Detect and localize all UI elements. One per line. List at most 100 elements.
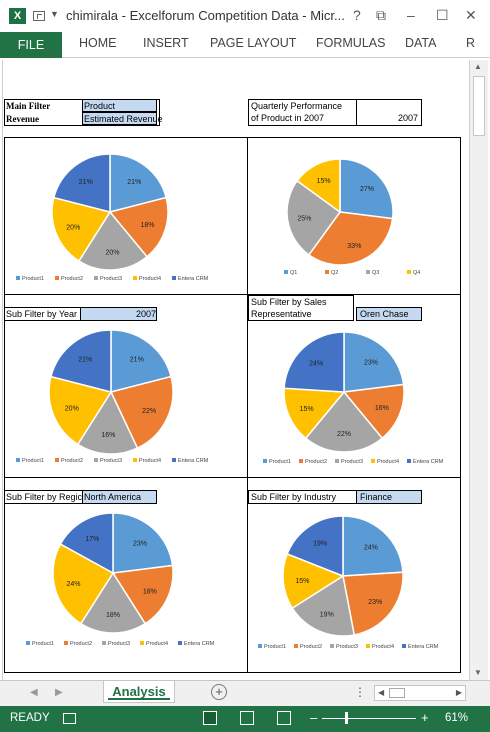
title-bar: X ▼ chimirala - Excelforum Competition D… bbox=[0, 0, 490, 32]
chart-4-legend-swatch-4 bbox=[371, 459, 375, 463]
chart-2-legend-item-2: Q2 bbox=[331, 270, 338, 276]
normal-view-icon[interactable] bbox=[203, 711, 217, 725]
prev-sheet-icon[interactable]: ◀ bbox=[30, 687, 38, 698]
help-button[interactable]: ? bbox=[353, 7, 361, 23]
revenue-label: Revenue bbox=[6, 114, 39, 124]
chart-2-data-label-3: 25% bbox=[297, 216, 311, 223]
chart-1-legend-swatch-1 bbox=[16, 276, 20, 280]
chart-2-legend-item-4: Q4 bbox=[413, 270, 420, 276]
zoom-out-icon[interactable]: – bbox=[310, 710, 318, 725]
chart-3-slice-2 bbox=[109, 375, 174, 450]
chart-6-legend-swatch-1 bbox=[258, 644, 262, 648]
chart-1-slice-5 bbox=[52, 153, 111, 213]
chart-6-slice-5 bbox=[286, 515, 344, 578]
chart-5-legend-item-2: Product2 bbox=[70, 641, 92, 647]
more-options-icon[interactable]: ⋮ bbox=[354, 685, 366, 699]
chart-1-legend-swatch-5 bbox=[172, 276, 176, 280]
chart-3-legend-item-2: Product2 bbox=[61, 458, 83, 464]
chart-3-legend-item-1: Product1 bbox=[22, 458, 44, 464]
revenue-value: Estimated Revenue bbox=[84, 114, 163, 124]
maximize-button[interactable]: ☐ bbox=[436, 7, 449, 23]
excel-icon[interactable]: X bbox=[9, 8, 26, 24]
new-sheet-icon[interactable]: + bbox=[211, 684, 227, 700]
chart-4-legend-item-3: Product3 bbox=[341, 459, 363, 465]
chart-6-legend-item-1: Product1 bbox=[264, 644, 286, 650]
tab-formulas[interactable]: FORMULAS bbox=[316, 36, 386, 50]
tab-review[interactable]: R bbox=[466, 36, 476, 50]
scroll-up-icon[interactable]: ▲ bbox=[474, 62, 482, 71]
quick-access-dropdown-icon[interactable]: ▼ bbox=[50, 9, 59, 19]
chart-1-data-label-2: 18% bbox=[140, 222, 154, 229]
window-title: chimirala - Excelforum Competition Data … bbox=[66, 8, 345, 23]
close-button[interactable]: ✕ bbox=[465, 7, 477, 23]
chart-4-data-label-4: 15% bbox=[300, 406, 314, 413]
scroll-right-icon[interactable]: ▶ bbox=[455, 688, 462, 697]
chart-1-legend-swatch-2 bbox=[55, 276, 59, 280]
sub-rep-value-cell[interactable] bbox=[356, 307, 422, 321]
tab-data[interactable]: DATA bbox=[405, 36, 437, 50]
chart-5-legend-item-4: Product4 bbox=[146, 641, 168, 647]
chart-5-data-label-4: 24% bbox=[66, 581, 80, 588]
quarterly-year-cell[interactable] bbox=[356, 99, 422, 126]
page-break-view-icon[interactable] bbox=[277, 711, 291, 725]
chart-2-data-label-1: 27% bbox=[360, 186, 374, 193]
chart-2-data-label-4: 15% bbox=[317, 178, 331, 185]
save-icon[interactable] bbox=[33, 11, 45, 21]
sub-industry-value-cell[interactable] bbox=[356, 490, 422, 504]
chart-1-data-label-4: 20% bbox=[66, 225, 80, 232]
chart-3-slice-3 bbox=[76, 390, 139, 455]
horizontal-scroll-thumb[interactable] bbox=[389, 688, 405, 698]
chart-4-legend-swatch-5 bbox=[407, 459, 411, 463]
main-filter-value-cell[interactable] bbox=[82, 99, 157, 112]
sub-region-value-cell[interactable] bbox=[82, 490, 157, 504]
sub-rep-value: Oren Chase bbox=[360, 309, 409, 319]
macro-record-icon[interactable] bbox=[63, 713, 76, 724]
chart-5-legend-item-3: Product3 bbox=[108, 641, 130, 647]
chart-2-slice-1 bbox=[339, 158, 394, 220]
tab-home[interactable]: HOME bbox=[79, 36, 117, 50]
tab-page-layout[interactable]: PAGE LAYOUT bbox=[210, 36, 297, 50]
zoom-slider-track[interactable] bbox=[322, 718, 416, 719]
chart-1-slice-2 bbox=[108, 196, 169, 258]
chart-4-legend-swatch-3 bbox=[335, 459, 339, 463]
chart-4-data-label-3: 22% bbox=[337, 431, 351, 438]
chart-5-slice-4 bbox=[52, 543, 115, 625]
horizontal-scrollbar[interactable]: ◀ ▶ bbox=[374, 685, 466, 701]
chart-4-legend-swatch-2 bbox=[299, 459, 303, 463]
vertical-scroll-thumb[interactable] bbox=[473, 76, 485, 136]
chart-6-legend-item-2: Product2 bbox=[300, 644, 322, 650]
sub-year-value-cell[interactable] bbox=[80, 307, 157, 321]
scroll-left-icon[interactable]: ◀ bbox=[378, 688, 385, 697]
chart-4-legend-item-4: Product4 bbox=[377, 459, 399, 465]
chart-6-slice-4 bbox=[282, 552, 345, 610]
quarterly-year: 2007 bbox=[398, 113, 419, 123]
revenue-value-cell[interactable] bbox=[82, 112, 157, 125]
chart-3-data-label-4: 20% bbox=[65, 406, 79, 413]
chart-5-legend-swatch-3 bbox=[102, 641, 106, 645]
chart-5-data-label-3: 18% bbox=[106, 612, 120, 619]
sub-rep-label-2: Representative bbox=[251, 309, 312, 319]
zoom-slider-thumb[interactable] bbox=[345, 712, 348, 724]
ribbon-display-button[interactable]: ⧉ bbox=[376, 7, 386, 23]
sub-rep-box bbox=[248, 295, 354, 321]
minimize-button[interactable]: – bbox=[407, 7, 415, 23]
scroll-down-icon[interactable]: ▼ bbox=[474, 668, 482, 677]
tab-insert[interactable]: INSERT bbox=[143, 36, 189, 50]
chart-1-data-label-3: 20% bbox=[105, 249, 119, 256]
chart-1-slice-3 bbox=[77, 210, 149, 271]
zoom-level[interactable]: 61% bbox=[445, 712, 469, 724]
tab-file[interactable]: FILE bbox=[0, 32, 62, 58]
vertical-scrollbar[interactable]: ▲ ▼ bbox=[469, 60, 488, 680]
sub-year-value: 2007 bbox=[136, 309, 157, 319]
page-layout-view-icon[interactable] bbox=[240, 711, 254, 725]
zoom-in-icon[interactable]: + bbox=[421, 710, 429, 725]
chart-3-legend-swatch-2 bbox=[55, 458, 59, 462]
sub-industry-label: Sub Filter by Industry bbox=[251, 492, 337, 502]
chart-6-legend-swatch-2 bbox=[294, 644, 298, 648]
chart-5-legend-item-5: Entera CRM bbox=[184, 641, 215, 647]
chart-3-data-label-1: 21% bbox=[130, 357, 144, 364]
next-sheet-icon[interactable]: ▶ bbox=[55, 687, 63, 698]
chart-1-data-label-1: 21% bbox=[127, 179, 141, 186]
sheet-tab-analysis[interactable]: Analysis bbox=[103, 681, 175, 703]
chart-5-legend-swatch-1 bbox=[26, 641, 30, 645]
